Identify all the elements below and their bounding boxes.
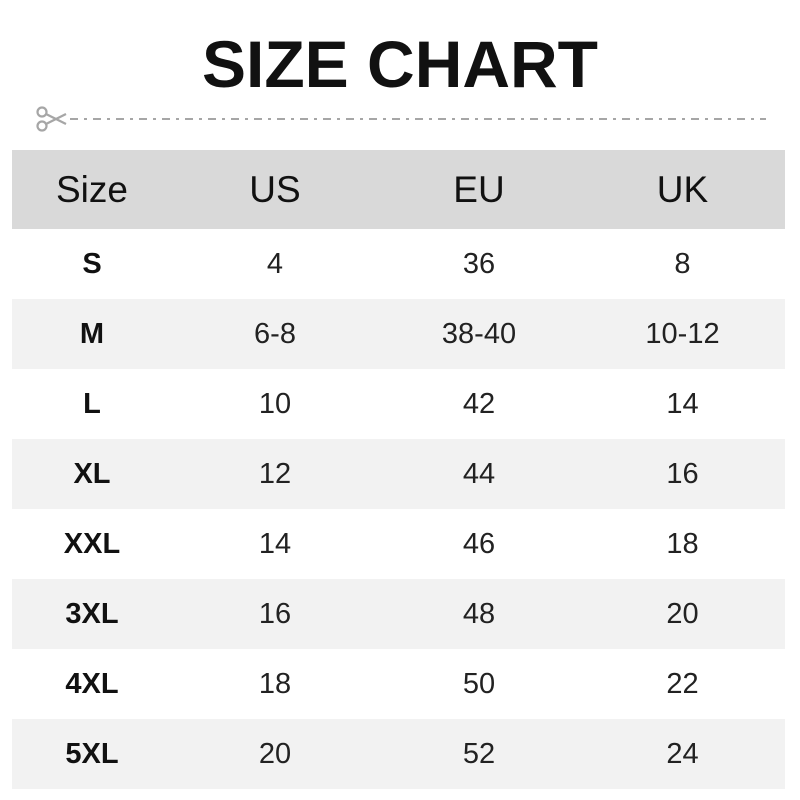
table-cell: 52: [462, 737, 496, 770]
table-row: S 4 36 8: [12, 229, 785, 299]
table-header-row: Size US EU UK: [12, 150, 785, 229]
table-cell: 48: [462, 597, 496, 630]
table-cell: 36: [462, 247, 496, 280]
table-cell: 6-8: [254, 317, 296, 350]
table-cell: 16: [666, 457, 699, 490]
size-label: XL: [73, 457, 111, 490]
size-label: 5XL: [65, 737, 119, 770]
table-cell: 22: [666, 667, 699, 700]
table-row: M 6-8 38-40 10-12: [12, 299, 785, 369]
table-cell: 14: [258, 527, 292, 560]
size-table: Size US EU UK S 4 36 8 M 6-8 38-40 10-12 L 10 42 14…: [12, 150, 785, 789]
table-cell: 16: [258, 597, 292, 630]
table-cell: 20: [666, 597, 699, 630]
table-cell: 8: [674, 247, 691, 280]
table-row: 4XL 18 50 22: [12, 649, 785, 719]
table-cell: 20: [258, 737, 292, 770]
table-cell: 18: [258, 667, 292, 700]
table-cell: 42: [462, 387, 496, 420]
size-label: L: [83, 387, 101, 420]
table-cell: 50: [462, 667, 496, 700]
table-cell: 4: [266, 247, 284, 280]
table-row: 3XL 16 48 20: [12, 579, 785, 649]
table-cell: 46: [462, 527, 496, 560]
table-cell: 38-40: [441, 317, 517, 350]
page-title: SIZE CHART: [202, 27, 598, 101]
column-header: US: [249, 168, 301, 210]
table-cell: 14: [666, 387, 699, 420]
table-row: L 10 42 14: [12, 369, 785, 439]
table-cell: 10: [258, 387, 292, 420]
column-header: Size: [56, 168, 128, 210]
column-header: EU: [453, 168, 505, 210]
size-label: 3XL: [65, 597, 119, 630]
table-cell: 24: [666, 737, 699, 770]
column-header: UK: [656, 168, 709, 210]
scissors-icon: [36, 106, 67, 132]
table-cell: 44: [462, 457, 496, 490]
table-cell: 10-12: [645, 317, 720, 350]
size-label: M: [79, 317, 105, 350]
cut-line: [34, 104, 774, 134]
size-label: XXL: [63, 527, 121, 560]
size-label: 4XL: [65, 667, 119, 700]
table-row: XL 12 44 16: [12, 439, 785, 509]
table-cell: 12: [258, 457, 292, 490]
table-row: 5XL 20 52 24: [12, 719, 785, 789]
table-row: XXL 14 46 18: [12, 509, 785, 579]
size-label: S: [82, 247, 102, 280]
table-cell: 18: [666, 527, 699, 560]
